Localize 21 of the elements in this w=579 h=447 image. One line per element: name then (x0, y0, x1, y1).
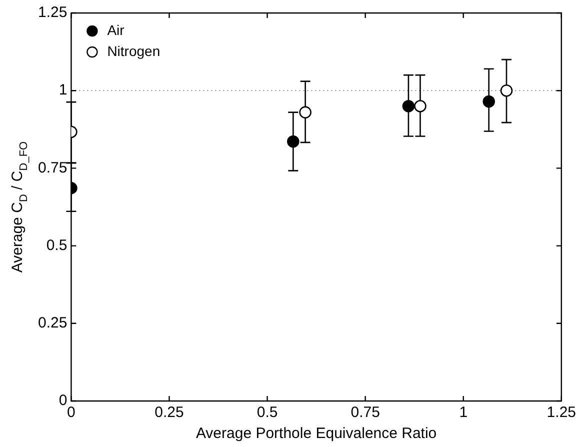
x-tick-label: 0.25 (154, 404, 184, 422)
point (402, 100, 415, 112)
y-tick-label: 1.25 (38, 4, 68, 22)
y-tick-label: 0.5 (46, 236, 68, 254)
legend-label: Air (107, 22, 125, 38)
x-axis-title: Average Porthole Equivalence Ratio (196, 425, 437, 442)
point (500, 84, 513, 97)
point (482, 95, 495, 108)
y-tick-label: 0.75 (38, 159, 68, 176)
point (287, 135, 300, 148)
y-tick-label: 0.25 (38, 314, 68, 332)
y-axis-title: Average CD / CD_FO (9, 140, 30, 273)
point (299, 106, 312, 118)
x-tick-label: 0.75 (350, 404, 380, 422)
y-tick-label: 1 (58, 82, 68, 99)
point (414, 100, 426, 112)
x-tick-label: 1 (459, 404, 468, 422)
x-tick-label: 0.5 (256, 404, 278, 422)
x-tick-label: 1.25 (546, 404, 576, 422)
y-tick-label: 0 (58, 392, 68, 410)
legend-label: Nitrogen (107, 42, 160, 59)
